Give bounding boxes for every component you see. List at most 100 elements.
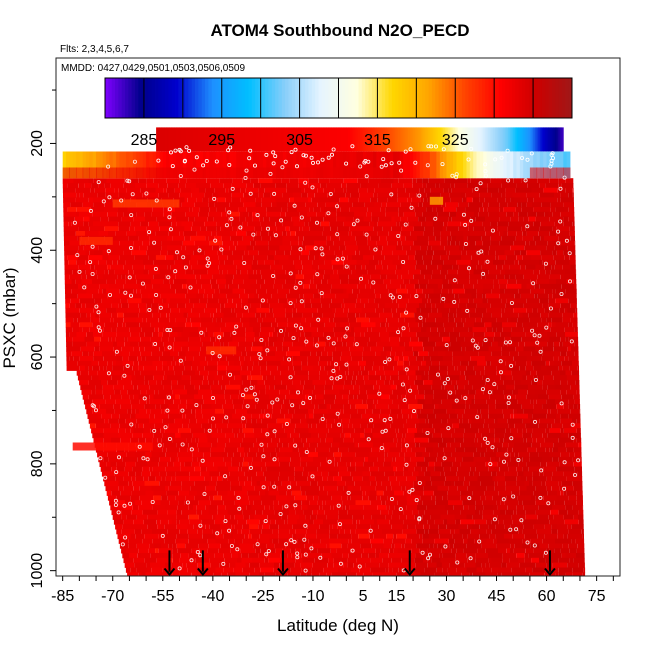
heatmap-cell (356, 341, 368, 347)
heatmap-cell (333, 437, 344, 443)
heatmap-cell (153, 375, 158, 381)
heatmap-cell (420, 269, 433, 275)
heatmap-cell (323, 250, 335, 256)
heatmap-cell (485, 572, 498, 576)
heatmap-cell (108, 231, 116, 237)
heatmap-cell (115, 231, 127, 237)
heatmap-cell (376, 341, 390, 347)
heatmap-cell (334, 365, 340, 371)
heatmap-cell (64, 250, 78, 256)
heatmap-cell (347, 562, 354, 568)
heatmap-cell (370, 235, 380, 242)
heatmap-cell (244, 447, 250, 453)
heatmap-cell (176, 216, 189, 222)
heatmap-cell (400, 231, 411, 237)
heatmap-cell (333, 562, 344, 568)
heatmap-cell (133, 346, 140, 352)
heatmap-cell (189, 167, 197, 179)
heatmap-cell (232, 178, 243, 184)
heatmap-cell (156, 127, 159, 152)
heatmap-cell (128, 356, 138, 362)
heatmap-cell (407, 288, 417, 294)
heatmap-cell (419, 151, 424, 179)
heatmap-cell (421, 327, 427, 333)
heatmap-cell (229, 202, 244, 208)
heatmap-cell (454, 514, 467, 520)
heatmap-cell (545, 557, 559, 564)
heatmap-cell (373, 423, 386, 429)
heatmap-cell (95, 423, 111, 429)
heatmap-cell (290, 240, 299, 246)
heatmap-cell (142, 432, 154, 439)
heatmap-cell (315, 384, 325, 391)
heatmap-cell (332, 384, 344, 391)
heatmap-cell (236, 269, 241, 275)
heatmap-cell (242, 567, 255, 573)
heatmap-cell (457, 279, 470, 285)
heatmap-cell (481, 432, 495, 439)
heatmap-cell (337, 500, 343, 506)
heatmap-cell (107, 452, 116, 458)
heatmap-cell (441, 562, 450, 568)
heatmap-cell (251, 127, 254, 152)
heatmap-cell (446, 151, 451, 179)
heatmap-cell (317, 307, 333, 314)
heatmap-cell (83, 245, 99, 251)
heatmap-cell (457, 384, 465, 391)
heatmap-cell (387, 495, 400, 501)
heatmap-cell (300, 332, 305, 338)
heatmap-cell (156, 235, 167, 242)
heatmap-cell (315, 394, 324, 400)
heatmap-cell (218, 255, 228, 261)
heatmap-cell (460, 192, 466, 198)
heatmap-cell (185, 322, 192, 328)
heatmap-cell (157, 437, 162, 443)
heatmap-cell (230, 543, 240, 549)
heatmap-cell (230, 211, 240, 218)
heatmap-cell (312, 312, 323, 318)
heatmap-cell (254, 293, 259, 299)
heatmap-cell (181, 346, 189, 352)
heatmap-cell (253, 255, 268, 261)
heatmap-cell (517, 317, 530, 323)
heatmap-cell (484, 370, 497, 376)
heatmap-cell (136, 151, 140, 179)
heatmap-cell (349, 264, 356, 270)
heatmap-cell (370, 274, 381, 280)
heatmap-cell (496, 423, 509, 429)
heatmap-cell (387, 360, 398, 367)
heatmap-cell (489, 394, 505, 400)
heatmap-cell (217, 127, 220, 152)
heatmap-cell (567, 346, 571, 352)
heatmap-cell (359, 567, 371, 573)
heatmap-cell (426, 327, 431, 333)
heatmap-cell (448, 187, 452, 194)
heatmap-cell (214, 288, 220, 294)
heatmap-cell (161, 408, 165, 415)
heatmap-cell (211, 456, 224, 463)
heatmap-cell (414, 312, 429, 318)
heatmap-cell (194, 202, 209, 208)
heatmap-cell (204, 250, 218, 256)
heatmap-cell (499, 202, 508, 208)
heatmap-cell (362, 356, 372, 362)
heatmap-cell (296, 167, 304, 179)
heatmap-cell (244, 480, 252, 487)
heatmap-cell (160, 572, 173, 576)
heatmap-cell (349, 151, 354, 179)
heatmap-cell (106, 279, 116, 285)
heatmap-cell (238, 394, 245, 400)
heatmap-cell (72, 327, 80, 333)
heatmap-cell (504, 259, 515, 266)
heatmap-cell (385, 375, 391, 381)
heatmap-cell (448, 312, 454, 318)
heatmap-cell (136, 288, 141, 294)
heatmap-cell (444, 245, 459, 251)
heatmap-cell (273, 187, 287, 194)
heatmap-cell (186, 404, 202, 410)
heatmap-cell (77, 255, 88, 261)
heatmap-cell (392, 389, 407, 395)
heatmap-cell (482, 341, 488, 347)
heatmap-cell (69, 274, 82, 280)
heatmap-cell (139, 245, 148, 251)
